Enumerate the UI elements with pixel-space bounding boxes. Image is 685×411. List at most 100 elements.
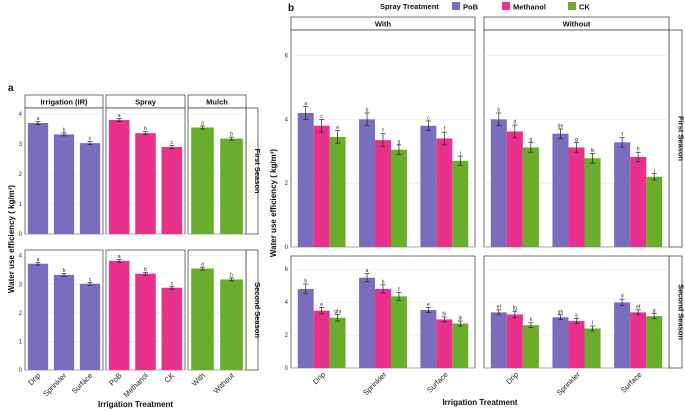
sig-letter: g bbox=[398, 139, 401, 145]
bar-surface-ck bbox=[646, 316, 663, 368]
ytick-b: 4 bbox=[285, 117, 289, 123]
xtick-drip: Drip bbox=[504, 370, 520, 386]
panel-a-2: ab bbox=[187, 107, 247, 235]
panel-b-2: b e ghi Drip a b c Sprinkler e hi jk Surface bbox=[290, 255, 476, 398]
bar-drip-pob bbox=[490, 312, 507, 368]
strip-label-b-1: Without bbox=[563, 20, 591, 29]
bar-drip-ck bbox=[522, 147, 539, 247]
ytick-b: 2 bbox=[285, 333, 289, 339]
bar-drip-ck bbox=[522, 325, 539, 368]
bar-surface-pob bbox=[614, 302, 631, 368]
xtick-sprinkler: Sprinkler bbox=[361, 370, 389, 398]
bar-pob bbox=[108, 120, 130, 234]
bar-surface-ck bbox=[452, 160, 469, 247]
bar-surface-ck bbox=[646, 176, 663, 247]
chart-a: Irrigation (IR) Spray Mulch First Season 0 1 2… bbox=[7, 94, 262, 409]
panel-b-label: b bbox=[288, 3, 294, 14]
ytick-b: 2 bbox=[285, 181, 289, 187]
strip-label-a-2: Mulch bbox=[206, 98, 228, 107]
bar-surface bbox=[79, 283, 101, 370]
bar-drip bbox=[27, 123, 49, 234]
xtick-sprinkler: Sprinkler bbox=[555, 370, 583, 398]
y-axis-label-a: Water use efficiency ( kg/m³) bbox=[7, 185, 16, 294]
bar-drip-pob bbox=[297, 112, 314, 248]
bar-methanol bbox=[135, 133, 156, 234]
bar-drip-methanol bbox=[313, 310, 330, 368]
bar-surface-ck bbox=[452, 323, 469, 368]
panel-a-5: a With b Without bbox=[187, 249, 247, 395]
sig-letter: c bbox=[171, 140, 174, 146]
panel-a-3: a Drip b Sprinkler c Surface bbox=[24, 249, 104, 398]
bar-pob bbox=[108, 260, 130, 370]
sig-letter: gh bbox=[558, 309, 564, 315]
sig-letter: b bbox=[63, 127, 66, 133]
bar-with bbox=[191, 127, 214, 234]
sig-letter: a bbox=[118, 113, 121, 119]
ytick-a: 3 bbox=[19, 142, 23, 148]
xtick-surface: Surface bbox=[70, 371, 95, 396]
xtick-pob: PoB bbox=[107, 371, 123, 387]
bar-sprinkler-pob bbox=[359, 119, 376, 247]
sig-letter: b bbox=[63, 268, 66, 274]
legend-swatch-ck bbox=[568, 2, 576, 10]
sig-letter: j bbox=[653, 168, 655, 174]
bar-sprinkler-pob bbox=[359, 277, 376, 368]
bar-surface-methanol bbox=[436, 138, 453, 247]
bar-sprinkler-ck bbox=[584, 328, 601, 368]
row-strip-label-b-0: First Season bbox=[677, 116, 685, 161]
bar-sprinkler-pob bbox=[552, 133, 569, 247]
ytick-b: 6 bbox=[285, 54, 289, 60]
bar-drip bbox=[27, 263, 49, 370]
bar-surface-pob bbox=[420, 125, 437, 247]
panel-b-1: b d g de g hi f h j bbox=[483, 29, 670, 248]
sig-letter: i bbox=[460, 151, 461, 157]
bar-ck bbox=[161, 287, 183, 370]
row-strip-label-b-1: Second Season bbox=[677, 284, 685, 340]
sig-letter: g bbox=[529, 137, 532, 143]
ytick-a: 4 bbox=[19, 112, 23, 118]
sig-letter: fg bbox=[513, 306, 517, 312]
sig-letter: e bbox=[427, 302, 430, 308]
ytick-b: 6 bbox=[285, 267, 289, 273]
bar-surface-methanol bbox=[436, 319, 453, 368]
bar-ck bbox=[161, 147, 183, 234]
bar-surface bbox=[79, 143, 101, 234]
bar-sprinkler bbox=[53, 274, 75, 370]
ytick-b: 0 bbox=[285, 366, 289, 372]
sig-letter: c bbox=[89, 277, 92, 283]
xtick-drip: Drip bbox=[311, 370, 327, 386]
sig-letter: a bbox=[201, 262, 204, 268]
sig-letter: c bbox=[427, 115, 430, 121]
sig-letter: c bbox=[171, 281, 174, 287]
bar-without bbox=[220, 138, 243, 234]
sig-letter: e bbox=[320, 302, 323, 308]
sig-letter: b bbox=[230, 273, 233, 279]
sig-letter: hi bbox=[591, 148, 595, 154]
sig-letter: jk bbox=[457, 316, 462, 322]
sig-letter: e bbox=[336, 125, 339, 131]
sig-letter: a bbox=[37, 257, 40, 263]
bar-drip-methanol bbox=[506, 131, 523, 247]
bar-sprinkler-ck bbox=[584, 158, 601, 247]
ytick-b: 0 bbox=[285, 245, 289, 251]
panel-b-0: a c e b f g c f i bbox=[290, 29, 476, 248]
bar-with bbox=[191, 268, 214, 370]
bar-surface-methanol bbox=[630, 157, 647, 247]
sig-letter: k bbox=[530, 317, 533, 323]
sig-letter: b bbox=[366, 107, 369, 113]
ytick-a: 4 bbox=[19, 254, 23, 260]
bar-sprinkler-methanol bbox=[375, 140, 391, 247]
xtick-drip: Drip bbox=[26, 371, 42, 387]
sig-letter: f bbox=[621, 132, 623, 138]
sig-letter: a bbox=[118, 254, 121, 260]
bar-surface-pob bbox=[614, 142, 631, 247]
sig-letter: b bbox=[497, 107, 500, 113]
sig-letter: b bbox=[144, 126, 147, 132]
sig-letter: ef bbox=[636, 304, 641, 310]
bar-drip-ck bbox=[329, 317, 346, 368]
bar-surface-methanol bbox=[630, 312, 647, 368]
sig-letter: c bbox=[89, 136, 92, 142]
xtick-ck: CK bbox=[163, 371, 177, 385]
bar-drip-pob bbox=[490, 119, 507, 247]
